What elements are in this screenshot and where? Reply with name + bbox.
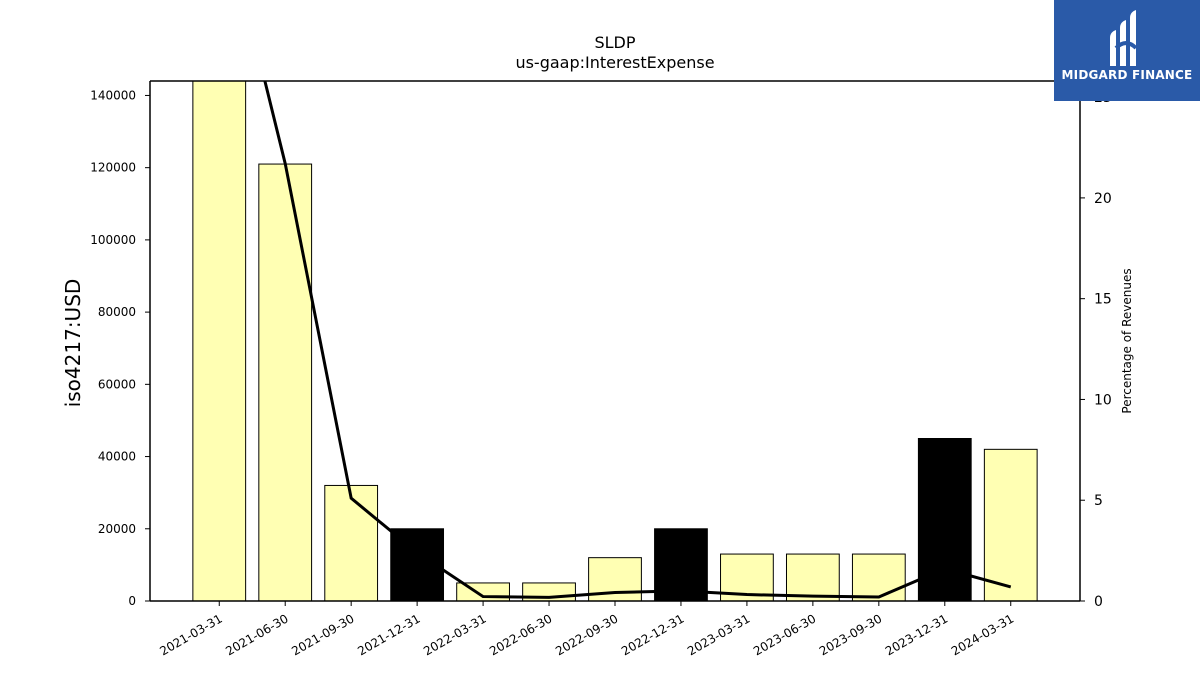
y-axis-label: iso4217:USD [61,279,85,408]
bars [192,81,1038,601]
bar [258,163,313,601]
chart-title: SLDP [594,33,635,52]
midgard-finance-logo: MIDGARD FINANCE [1054,0,1200,101]
bar [192,81,247,601]
x-tick-label: 2022-03-31 [421,611,488,658]
x-tick-label: 2022-12-31 [619,611,686,658]
x-tick-label: 2021-09-30 [289,611,356,658]
percentage-line [263,81,1012,599]
y-tick-label: 80000 [98,305,136,319]
line-series [263,81,1012,599]
y-tick-label: 140000 [90,88,136,102]
bar [983,448,1038,601]
y2-axis-label: Percentage of Revenues [1120,268,1134,413]
midgard-logo-icon [1110,10,1138,66]
x-tick-label: 2023-12-31 [883,611,950,658]
x-tick-label: 2023-09-30 [817,611,884,658]
x-tick-label: 2023-06-30 [751,611,818,658]
y-tick-label: 0 [128,594,136,608]
y2-tick-label: 0 [1094,594,1103,610]
x-tick-label: 2024-03-31 [949,611,1016,658]
y-tick-label: 40000 [98,450,136,464]
y-tick-label: 120000 [90,161,136,175]
x-tick-label: 2022-06-30 [487,611,554,658]
bar [785,553,840,601]
x-tick-label: 2021-06-30 [223,611,290,658]
x-tick-label: 2021-03-31 [157,611,224,658]
y2-tick-label: 20 [1094,191,1112,207]
logo-text: MIDGARD FINANCE [1061,68,1193,82]
y2-tick-label: 15 [1094,292,1112,308]
y-tick-label: 100000 [90,233,136,247]
y-tick-label: 20000 [98,522,136,536]
bar [324,484,379,601]
bar [654,528,708,601]
y2-tick-label: 5 [1094,493,1103,509]
x-tick-label: 2021-12-31 [355,611,422,658]
y2-tick-label: 10 [1094,392,1112,408]
y-tick-label: 60000 [98,377,136,391]
chart-subtitle: us-gaap:InterestExpense [515,53,714,72]
x-tick-label: 2023-03-31 [685,611,752,658]
bar [851,553,906,601]
x-tick-label: 2022-09-30 [553,611,620,658]
